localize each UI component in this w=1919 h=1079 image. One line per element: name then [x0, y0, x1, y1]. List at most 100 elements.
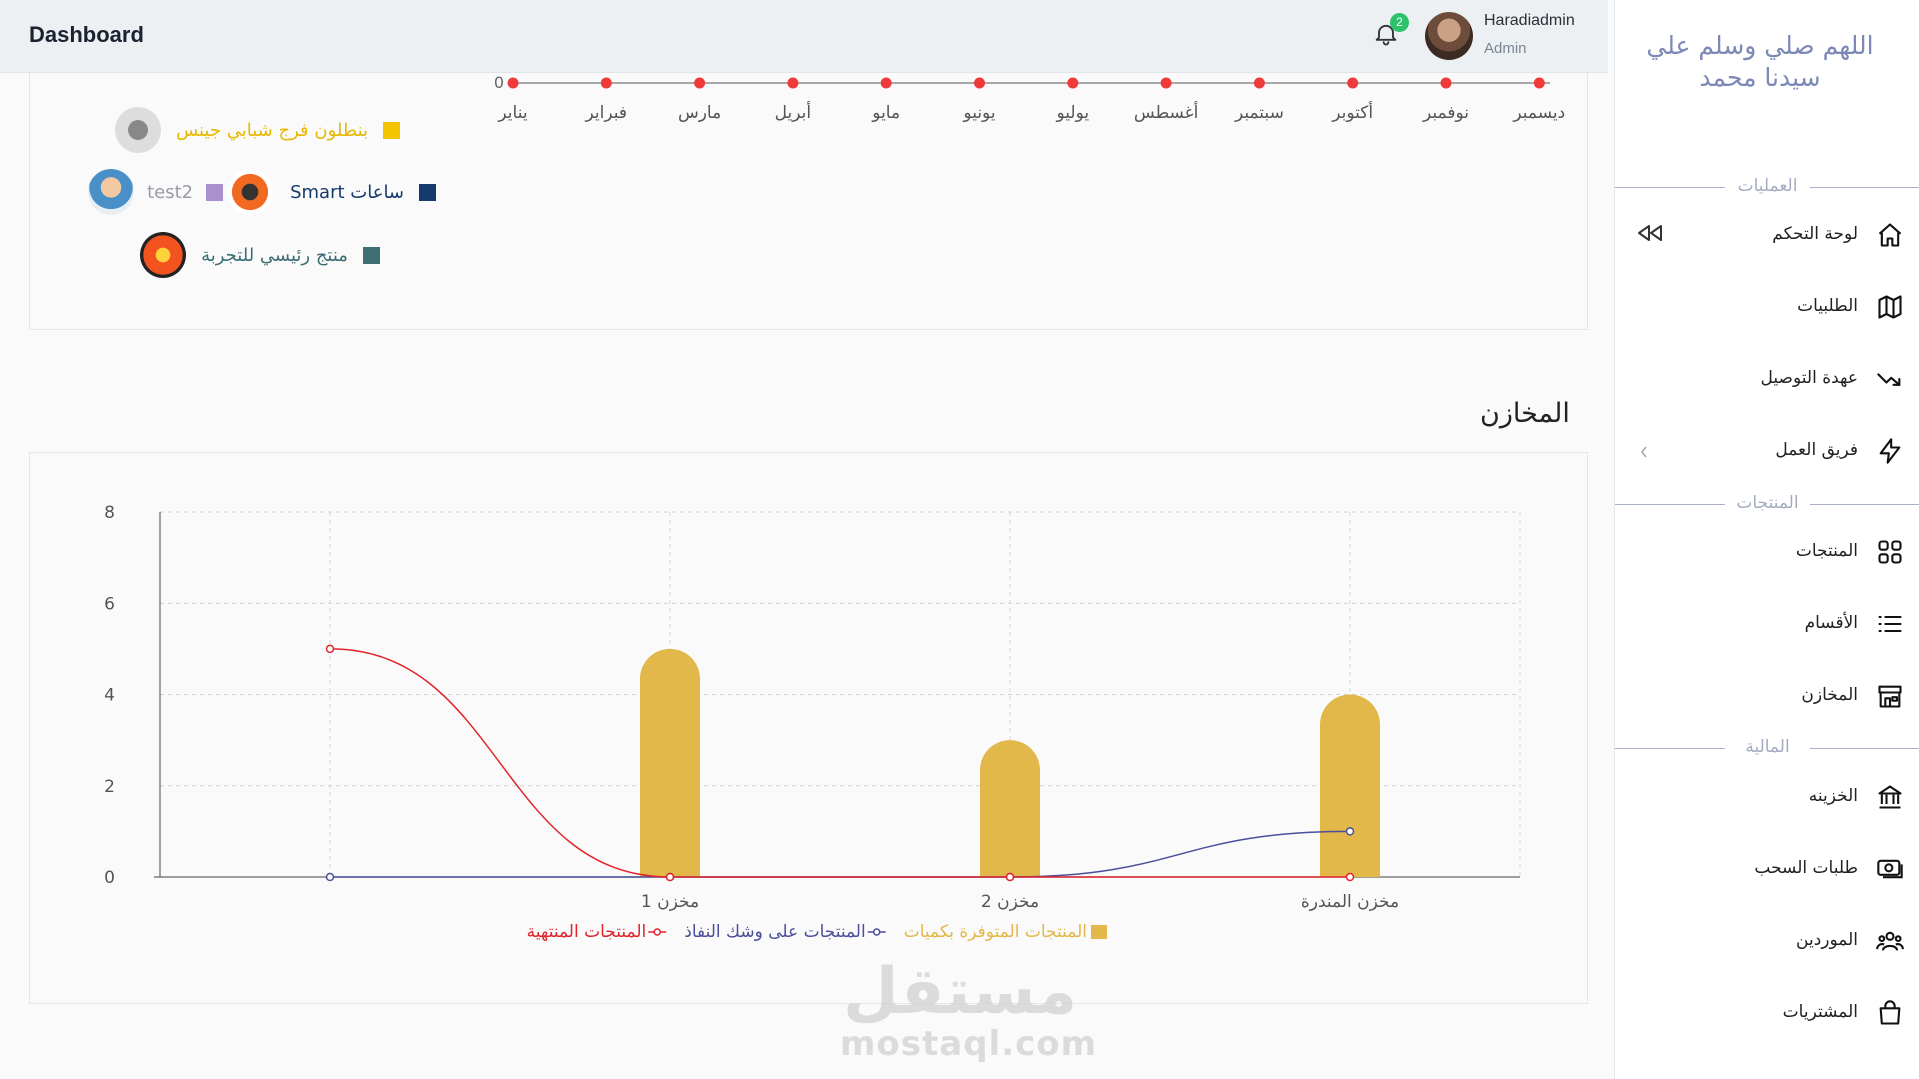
monthly-products-card: 0 يناير فبراير مارس أبريل مايو يونيو يوليو أغسط…	[29, 73, 1588, 330]
sidebar-item-dashboard[interactable]: لوحة التحكم	[1615, 215, 1919, 255]
watermark: مستقل mostaql.com	[840, 960, 1098, 1064]
sidebar-item-categories[interactable]: الأقسام	[1615, 604, 1919, 644]
product-image	[115, 107, 161, 153]
data-point[interactable]	[665, 872, 675, 882]
month-point[interactable]	[1253, 77, 1265, 89]
product-image	[88, 169, 134, 215]
y-tick-0: 0	[494, 73, 504, 92]
x-tick-label: مخزن 1	[641, 892, 699, 912]
legend-label: بنطلون فرج شبابي جينس	[176, 119, 369, 141]
data-point[interactable]	[1345, 872, 1355, 882]
month-point[interactable]	[787, 77, 799, 89]
sidebar-title: اللهم صلي وسلم علي سيدنا محمد	[1646, 31, 1874, 92]
legend-item[interactable]: المنتجات على وشك النفاذ	[684, 922, 886, 942]
x-tick-label: مخزن المندرة	[1301, 892, 1399, 912]
list-icon	[1878, 615, 1902, 633]
sidebar-item-products[interactable]: المنتجات	[1615, 532, 1919, 572]
legend-item-smart-watches[interactable]: ساعات Smart	[227, 169, 437, 215]
collapse-sidebar-icon[interactable]	[1635, 221, 1665, 245]
sidebar-item-label: الموردين	[1796, 930, 1858, 950]
legend-item[interactable]: المنتجات المتوفرة بكميات	[904, 922, 1107, 942]
map-icon	[1878, 295, 1902, 319]
product-image	[140, 232, 186, 278]
sidebar-item-suppliers[interactable]: الموردين	[1615, 921, 1919, 961]
sidebar-item-team[interactable]: فريق العمل	[1615, 431, 1919, 471]
bar[interactable]	[1320, 694, 1380, 878]
month-label: مارس	[678, 103, 721, 123]
sidebar-item-label: المخازن	[1801, 685, 1858, 705]
page-title: Dashboard	[29, 22, 144, 47]
warehouses-card: 0 2 4 6 8 مخزن 1 مخزن 2 مخزن المندرة المنتجات ال…	[29, 452, 1588, 1004]
data-point[interactable]	[325, 644, 335, 654]
store-icon	[1878, 685, 1902, 708]
data-point[interactable]	[1005, 872, 1015, 882]
grid-icon	[1878, 540, 1902, 564]
sidebar-item-label: المنتجات	[1795, 541, 1858, 561]
y-tick-label: 0	[104, 868, 115, 888]
svg-text:المنتجات المتوفرة بكميات: المنتجات المتوفرة بكميات	[904, 922, 1087, 942]
sidebar-item-orders[interactable]: الطلبيات	[1615, 287, 1919, 327]
data-point[interactable]	[1345, 827, 1355, 836]
legend-item-test2[interactable]: test2	[88, 169, 224, 215]
product-image	[227, 169, 273, 215]
month-label: أكتوبر	[1331, 101, 1373, 123]
month-label: مايو	[871, 103, 900, 123]
notification-badge: 2	[1390, 13, 1409, 32]
month-point[interactable]	[1067, 77, 1079, 89]
month-point[interactable]	[1533, 77, 1545, 89]
money-icon	[1877, 859, 1903, 879]
user-name[interactable]: Haradiadmin	[1484, 12, 1575, 29]
series-line	[330, 830, 1351, 878]
month-point[interactable]	[974, 77, 985, 89]
legend-item-jeans[interactable]: بنطلون فرج شبابي جينس	[115, 107, 401, 153]
legend-item[interactable]: المنتجات المنتهية	[527, 922, 667, 942]
trend-icon	[1877, 373, 1901, 386]
users-icon	[1876, 931, 1904, 951]
month-label: فبراير	[585, 103, 627, 123]
legend-swatch	[383, 121, 401, 139]
svg-text:المنتجات المنتهية: المنتجات المنتهية	[527, 922, 647, 942]
series-line	[329, 648, 1350, 878]
month-point[interactable]	[507, 77, 519, 89]
bell-icon[interactable]	[1372, 20, 1400, 48]
bar[interactable]	[980, 740, 1040, 877]
sidebar-item-delivery-custody[interactable]: عهدة التوصيل	[1615, 359, 1919, 399]
month-point[interactable]	[694, 77, 706, 89]
month-point[interactable]	[1160, 77, 1172, 89]
section-finance: المالية	[1615, 737, 1919, 758]
bar[interactable]	[640, 648, 700, 877]
month-point[interactable]	[600, 77, 612, 89]
sidebar-item-purchases[interactable]: المشتريات	[1615, 993, 1919, 1033]
y-tick-label: 4	[104, 686, 115, 706]
sidebar: اللهم صلي وسلم علي سيدنا محمد العمليات ا…	[1614, 0, 1919, 1079]
chevron-left-icon[interactable]	[1637, 443, 1651, 461]
bag-icon	[1879, 1000, 1901, 1025]
sidebar-item-treasury[interactable]: الخزينه	[1615, 777, 1919, 817]
watermark-url: mostaql.com	[840, 1024, 1098, 1064]
sidebar-item-label: الأقسام	[1804, 613, 1858, 633]
svg-text:المنتجات على وشك النفاذ: المنتجات على وشك النفاذ	[684, 922, 865, 942]
sidebar-item-label: المشتريات	[1782, 1002, 1858, 1022]
lightning-icon	[1879, 438, 1901, 464]
home-icon	[1878, 223, 1902, 247]
month-point[interactable]	[1440, 77, 1452, 89]
legend-label: منتج رئيسي للتجربة	[201, 244, 348, 266]
user-role: Admin	[1484, 40, 1527, 57]
avatar[interactable]	[1425, 12, 1473, 60]
sidebar-item-label: الخزينه	[1808, 786, 1858, 806]
bank-icon	[1878, 785, 1902, 809]
legend-item-main-test-product[interactable]: منتج رئيسي للتجربة	[140, 232, 381, 278]
section-products: المنتجات	[1615, 493, 1919, 514]
month-label: سبتمبر	[1234, 103, 1284, 123]
x-tick-label: مخزن 2	[981, 892, 1039, 912]
month-label: يوليو	[1055, 103, 1089, 123]
month-point[interactable]	[1347, 77, 1359, 89]
y-tick-label: 2	[104, 777, 115, 797]
data-point[interactable]	[325, 872, 335, 882]
month-point[interactable]	[880, 77, 892, 89]
top-bar: Dashboard 2 Haradiadmin Admin	[0, 0, 1608, 73]
sidebar-item-warehouses[interactable]: المخازن	[1615, 676, 1919, 716]
month-label: نوفمبر	[1422, 103, 1469, 123]
sidebar-item-withdrawals[interactable]: طلبات السحب	[1615, 849, 1919, 889]
section-title-warehouses: المخازن	[1480, 398, 1570, 429]
